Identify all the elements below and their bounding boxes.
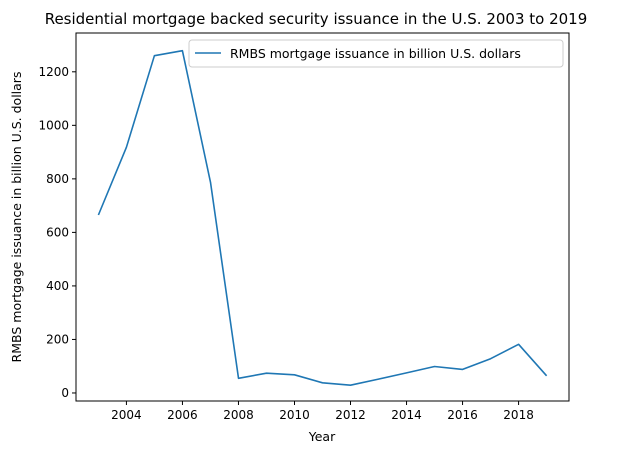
- chart-title: Residential mortgage backed security iss…: [45, 10, 588, 28]
- x-axis-ticks: 2004 2006 2008 2010 2012 2014 2016 2018: [111, 401, 534, 422]
- series-lines: [97, 49, 548, 387]
- plot-area: 2004 2006 2008 2010 2012 2014 2016 2018 0 200 400…: [38, 32, 570, 422]
- x-tick-label: 2014: [391, 408, 422, 422]
- x-tick-label: 2012: [335, 408, 366, 422]
- x-tick-label: 2018: [503, 408, 534, 422]
- plot-frame: [75, 32, 570, 402]
- y-tick-label: 600: [46, 225, 69, 239]
- x-tick-label: 2006: [167, 408, 198, 422]
- legend-box: [188, 39, 564, 68]
- series-line: [97, 49, 548, 387]
- x-tick-label: 2010: [279, 408, 310, 422]
- y-tick-label: 400: [46, 279, 69, 293]
- y-axis-label: RMBS mortgage issuance in billion U.S. d…: [9, 72, 24, 363]
- legend-label: RMBS mortgage issuance in billion U.S. d…: [230, 46, 521, 61]
- y-tick-label: 1200: [38, 65, 69, 79]
- x-tick-label: 2008: [223, 408, 254, 422]
- y-tick-label: 1000: [38, 118, 69, 132]
- y-tick-label: 0: [61, 386, 69, 400]
- y-tick-label: 800: [46, 172, 69, 186]
- y-axis-ticks: 0 200 400 600 800 1000 1200: [38, 65, 76, 400]
- x-axis-label: Year: [308, 429, 336, 444]
- x-tick-label: 2004: [111, 408, 142, 422]
- legend: RMBS mortgage issuance in billion U.S. d…: [188, 39, 564, 68]
- x-tick-label: 2016: [447, 408, 478, 422]
- y-tick-label: 200: [46, 332, 69, 346]
